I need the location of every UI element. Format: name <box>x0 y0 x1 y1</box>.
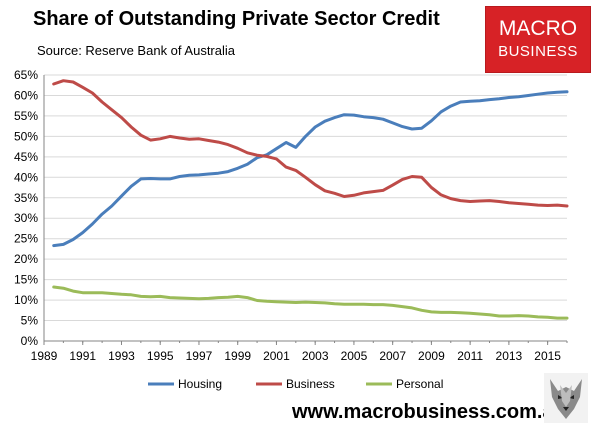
series-line-business <box>52 79 569 208</box>
x-tick-label: 2005 <box>341 349 368 363</box>
x-tick-label: 1995 <box>147 349 174 363</box>
y-tick-label: 55% <box>14 109 38 123</box>
x-tick-label: 2013 <box>496 349 523 363</box>
y-tick-label: 60% <box>14 88 38 102</box>
x-tick-label: 1991 <box>69 349 96 363</box>
logo-line-1: MACRO <box>498 17 578 40</box>
y-tick-label: 50% <box>14 129 38 143</box>
macrobusiness-logo: MACRO BUSINESS <box>485 6 591 73</box>
y-tick-label: 25% <box>14 232 38 246</box>
y-tick-label: 35% <box>14 191 38 205</box>
x-tick-label: 2007 <box>379 349 406 363</box>
wolf-icon <box>544 373 588 423</box>
legend-label-personal: Personal <box>396 377 443 391</box>
x-tick-label: 2001 <box>263 349 290 363</box>
legend-label-housing: Housing <box>178 377 222 391</box>
series-line-housing <box>52 90 569 248</box>
x-tick-label: 1989 <box>31 349 58 363</box>
y-tick-label: 40% <box>14 170 38 184</box>
y-tick-label: 45% <box>14 150 38 164</box>
chart-source: Source: Reserve Bank of Australia <box>37 43 235 58</box>
x-tick-label: 1999 <box>224 349 251 363</box>
y-tick-label: 0% <box>21 334 39 348</box>
series-line-personal <box>52 285 569 320</box>
logo-line-2: BUSINESS <box>498 43 578 60</box>
y-tick-label: 20% <box>14 252 38 266</box>
x-tick-label: 1997 <box>186 349 213 363</box>
x-tick-label: 2015 <box>534 349 561 363</box>
y-tick-label: 65% <box>14 68 38 82</box>
x-tick-label: 1993 <box>108 349 135 363</box>
y-tick-label: 5% <box>21 314 39 328</box>
footer-url: www.macrobusiness.com.au <box>292 401 566 423</box>
x-tick-label: 2003 <box>302 349 329 363</box>
y-tick-label: 15% <box>14 273 38 287</box>
y-tick-label: 10% <box>14 293 38 307</box>
x-tick-label: 2011 <box>457 349 483 363</box>
y-tick-label: 30% <box>14 211 38 225</box>
legend-label-business: Business <box>286 377 335 391</box>
x-tick-label: 2009 <box>418 349 445 363</box>
chart-title: Share of Outstanding Private Sector Cred… <box>33 8 440 30</box>
